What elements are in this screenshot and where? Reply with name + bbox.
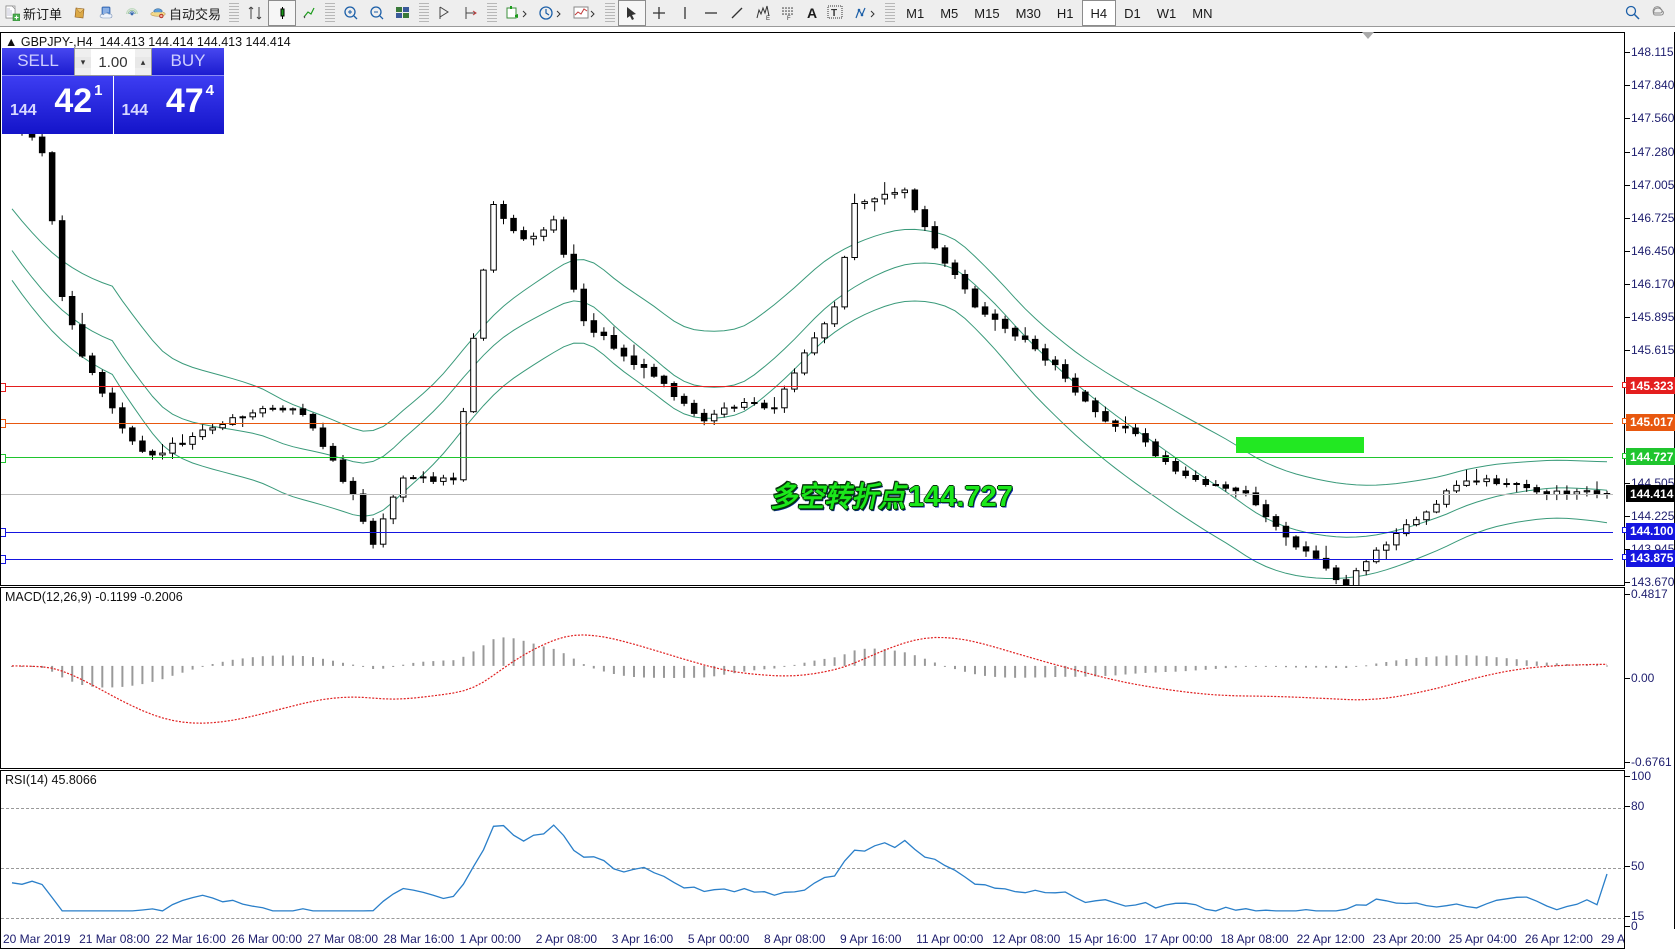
svg-text:T: T xyxy=(831,8,837,19)
svg-text:E: E xyxy=(766,16,770,21)
svg-text:F: F xyxy=(787,16,791,21)
